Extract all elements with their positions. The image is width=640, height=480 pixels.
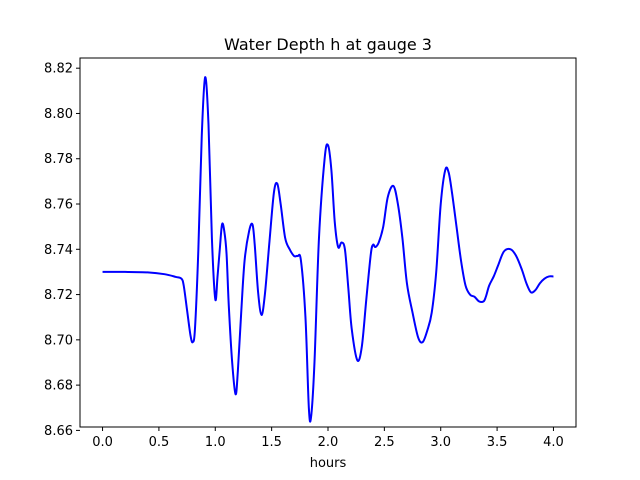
x-tick-label: 0.0 <box>92 435 113 450</box>
series-line-0 <box>102 76 554 423</box>
chart-title: Water Depth h at gauge 3 <box>224 35 432 54</box>
y-tick-label: 8.66 <box>44 424 73 439</box>
y-tick-label: 8.76 <box>44 198 73 213</box>
x-tick-label: 2.5 <box>374 435 395 450</box>
y-tick-label: 8.80 <box>44 107 73 122</box>
y-tick-label: 8.78 <box>44 152 73 167</box>
y-tick-label: 8.70 <box>44 333 73 348</box>
x-tick-label: 1.0 <box>205 435 226 450</box>
x-tick-label: 2.0 <box>318 435 339 450</box>
x-tick-label: 1.5 <box>261 435 282 450</box>
y-tick-label: 8.68 <box>44 379 73 394</box>
y-tick-label: 8.74 <box>44 243 73 258</box>
x-tick-label: 0.5 <box>149 435 170 450</box>
series-group <box>102 76 554 423</box>
y-tick-label: 8.82 <box>44 62 73 77</box>
y-tick-label: 8.72 <box>44 288 73 303</box>
x-tick-label: 3.5 <box>487 435 508 450</box>
x-tick-label: 3.0 <box>430 435 451 450</box>
y-axis-ticks: 8.66 8.68 8.70 8.72 8.74 8.76 8.78 8.80 8.82 <box>44 62 80 439</box>
x-axis-label: hours <box>310 456 347 471</box>
x-tick-label: 4.0 <box>543 435 564 450</box>
x-axis-ticks: 0.0 0.5 1.0 1.5 2.0 2.5 3.0 3.5 4.0 <box>92 427 564 450</box>
plot-area-frame <box>79 57 577 428</box>
